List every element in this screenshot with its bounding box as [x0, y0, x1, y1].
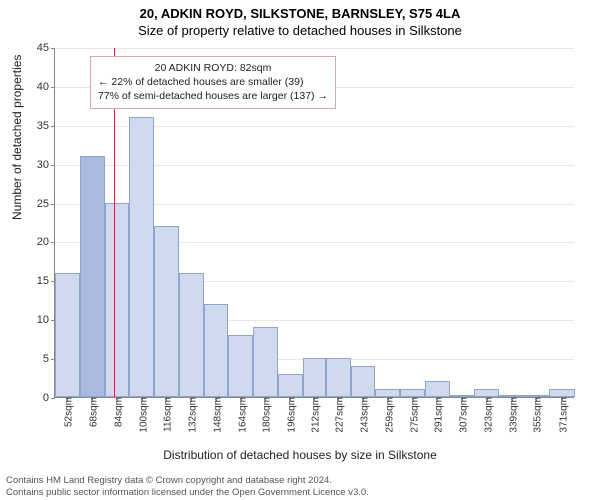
- histogram-bar: [326, 358, 351, 397]
- x-tick-label: 323sqm: [479, 397, 494, 433]
- histogram-bar: [400, 389, 425, 397]
- histogram-bar: [351, 366, 376, 397]
- y-tick-label: 35: [37, 120, 55, 132]
- title-subtitle: Size of property relative to detached ho…: [0, 21, 600, 42]
- annotation-line: ← 22% of detached houses are smaller (39…: [98, 75, 328, 89]
- y-tick-label: 20: [37, 236, 55, 248]
- x-tick-label: 116sqm: [159, 397, 174, 432]
- x-tick-label: 275sqm: [405, 397, 420, 433]
- y-tick-label: 30: [37, 159, 55, 171]
- histogram-bar: [204, 304, 229, 397]
- histogram-bar: [278, 374, 303, 397]
- histogram-bar: [105, 203, 130, 397]
- annotation-line: 77% of semi-detached houses are larger (…: [98, 89, 328, 103]
- footer-line-2: Contains public sector information licen…: [6, 487, 594, 498]
- histogram-bar: [55, 273, 80, 397]
- footer-line-1: Contains HM Land Registry data © Crown c…: [6, 475, 594, 486]
- x-tick-label: 196sqm: [283, 397, 298, 433]
- x-tick-label: 243sqm: [355, 397, 370, 433]
- histogram-bar: [179, 273, 204, 397]
- histogram-bar: [154, 226, 179, 397]
- x-tick-label: 164sqm: [233, 397, 248, 433]
- x-axis-label: Distribution of detached houses by size …: [0, 448, 600, 462]
- x-tick-label: 100sqm: [134, 397, 149, 433]
- histogram-chart: 05101520253035404552sqm68sqm84sqm100sqm1…: [54, 48, 574, 398]
- y-tick-label: 10: [37, 314, 55, 326]
- plot-area: 05101520253035404552sqm68sqm84sqm100sqm1…: [54, 48, 574, 398]
- x-tick-label: 307sqm: [455, 397, 470, 433]
- histogram-bar: [253, 327, 278, 397]
- x-tick-label: 291sqm: [430, 397, 445, 433]
- x-tick-label: 84sqm: [109, 397, 124, 427]
- x-tick-label: 371sqm: [554, 397, 569, 433]
- x-tick-label: 52sqm: [60, 397, 75, 427]
- histogram-bar: [549, 389, 575, 397]
- y-tick-label: 0: [43, 392, 55, 404]
- y-axis-label: Number of detached properties: [10, 55, 24, 220]
- x-tick-label: 355sqm: [529, 397, 544, 433]
- histogram-bar: [375, 389, 400, 397]
- x-tick-label: 148sqm: [208, 397, 223, 433]
- y-tick-label: 40: [37, 81, 55, 93]
- y-tick-label: 45: [37, 42, 55, 54]
- x-tick-label: 68sqm: [85, 397, 100, 427]
- histogram-bar: [129, 117, 154, 397]
- annotation-line: 20 ADKIN ROYD: 82sqm: [98, 61, 328, 75]
- annotation-box: 20 ADKIN ROYD: 82sqm← 22% of detached ho…: [90, 56, 336, 109]
- x-tick-label: 132sqm: [184, 397, 199, 433]
- histogram-bar: [474, 389, 499, 397]
- y-tick-label: 5: [43, 353, 55, 365]
- x-tick-label: 259sqm: [380, 397, 395, 433]
- y-tick-label: 15: [37, 275, 55, 287]
- histogram-bar: [80, 156, 105, 397]
- x-tick-label: 339sqm: [504, 397, 519, 433]
- y-tick-label: 25: [37, 198, 55, 210]
- x-tick-label: 227sqm: [331, 397, 346, 433]
- title-address: 20, ADKIN ROYD, SILKSTONE, BARNSLEY, S75…: [0, 0, 600, 21]
- histogram-bar: [425, 381, 450, 397]
- histogram-bar: [228, 335, 253, 397]
- x-tick-label: 212sqm: [307, 397, 322, 433]
- footer-attribution: Contains HM Land Registry data © Crown c…: [6, 475, 594, 498]
- x-tick-label: 180sqm: [258, 397, 273, 433]
- histogram-bar: [303, 358, 326, 397]
- grid-line: [55, 48, 574, 49]
